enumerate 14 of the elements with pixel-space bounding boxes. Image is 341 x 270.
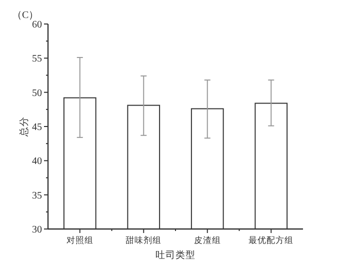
x-axis-title: 吐司类型: [156, 249, 196, 261]
y-tick-label: 40: [32, 156, 42, 168]
y-axis-title: 总分: [18, 116, 30, 138]
y-tick-label: 55: [32, 54, 42, 65]
chart-title: （C）: [12, 10, 39, 21]
x-tick-label: 最优配方组: [248, 235, 294, 245]
y-tick-label: 45: [32, 122, 42, 133]
y-tick-label: 50: [32, 88, 42, 99]
x-tick-label: 甜味剂组: [126, 235, 162, 245]
x-tick-label: 皮渣组: [194, 235, 221, 245]
y-tick-label: 35: [32, 190, 42, 202]
y-tick-label: 60: [32, 20, 42, 30]
y-tick-label: 30: [32, 224, 42, 236]
x-tick-label: 对照组: [66, 235, 94, 245]
